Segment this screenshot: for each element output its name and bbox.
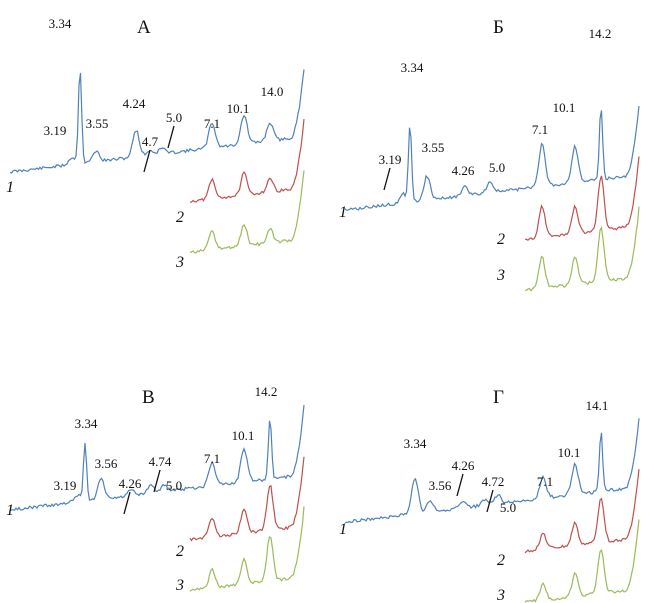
peak-arrow <box>383 167 391 191</box>
peak-label: 4.74 <box>149 454 172 469</box>
curve-label: 3 <box>496 267 505 284</box>
curve-3 <box>189 506 305 592</box>
curve-2 <box>524 469 640 554</box>
peak-label: 10.1 <box>227 101 250 116</box>
panel-3: 1 2 3 В 3.34 3.19 3.564.26 4.74 5.0 7.1 10.1 14.2 <box>6 384 305 594</box>
curve-3 <box>524 206 640 292</box>
curve-label: 3 <box>175 577 184 594</box>
peak-label: 3.34 <box>49 16 72 31</box>
panel-label: А <box>137 17 151 38</box>
curve-label: 1 <box>6 179 14 196</box>
panel-2: 1 2 3 Б 3.34 3.19 3.55 4.26 5.0 7.1 10.1 14.2 <box>339 17 640 292</box>
peak-label: 7.1 <box>204 451 220 466</box>
peak-label: 10.1 <box>553 100 576 115</box>
panel-label: В <box>142 387 155 408</box>
peak-arrow <box>153 469 161 493</box>
panel-1: 1 2 3 А 3.34 3.19 3.55 4.24 4.7 5.0 7.1 10.1 14.0 <box>6 16 305 271</box>
peak-label: 14.2 <box>589 26 612 41</box>
peak-label: 5.0 <box>166 110 182 125</box>
peak-label: 7.1 <box>204 116 220 131</box>
curve-2 <box>524 156 640 241</box>
peak-arrow <box>143 149 151 173</box>
peak-label: 3.55 <box>422 140 445 155</box>
curve-label: 3 <box>496 587 505 603</box>
curve-2 <box>189 456 305 542</box>
panel-4: 1 2 3 Г 3.34 3.564.26 4.72 5.0 7.1 10.1 14.1 <box>339 387 640 603</box>
curve-label: 2 <box>176 209 184 226</box>
peak-label: 3.34 <box>404 436 427 451</box>
curve-1 <box>9 404 305 511</box>
peak-arrow <box>123 491 131 515</box>
peak-label: 10.1 <box>232 428 255 443</box>
curve-label: 2 <box>497 552 505 569</box>
peak-label: 7.1 <box>532 122 548 137</box>
peak-label: 3.19 <box>44 123 67 138</box>
peak-label: 3.55 <box>86 116 109 131</box>
peak-label: 7.1 <box>537 474 553 489</box>
peak-label: 4.7 <box>142 134 159 149</box>
curve-label: 2 <box>497 231 505 248</box>
peak-label: 14.2 <box>255 384 278 399</box>
curve-3 <box>524 519 640 603</box>
peak-label: 4.72 <box>482 474 505 489</box>
panel-label: Б <box>493 17 504 38</box>
peak-label: 4.24 <box>123 96 146 111</box>
curve-1 <box>344 418 640 524</box>
peak-arrow <box>486 489 494 513</box>
curve-label: 2 <box>176 543 184 560</box>
peak-label: 5.0 <box>489 160 505 175</box>
peak-arrow <box>167 125 175 149</box>
peak-label: 4.26 <box>452 163 475 178</box>
curve-3 <box>189 170 305 254</box>
peak-label: 3.34 <box>401 60 424 75</box>
peak-label: 10.1 <box>558 445 581 460</box>
peak-label: 3.56 <box>429 478 452 493</box>
peak-arrow <box>456 473 464 497</box>
peak-label: 5.0 <box>500 500 516 515</box>
peak-label: 5.0 <box>166 478 182 493</box>
curve-label: 3 <box>175 254 184 271</box>
curve-2 <box>189 119 305 203</box>
peak-label: 14.0 <box>261 84 284 99</box>
curve-1 <box>9 69 305 174</box>
peak-label: 14.1 <box>586 398 609 413</box>
curve-1 <box>344 106 640 211</box>
curve-label: 1 <box>339 204 347 221</box>
peak-label: 3.34 <box>75 416 98 431</box>
peak-label: 3.19 <box>379 152 402 167</box>
panel-label: Г <box>493 387 504 408</box>
peak-label: 4.26 <box>452 458 475 473</box>
curve-label: 1 <box>6 502 14 519</box>
peak-label: 3.56 <box>95 456 118 471</box>
curve-label: 1 <box>339 521 347 538</box>
peak-label: 4.26 <box>119 476 142 491</box>
peak-label: 3.19 <box>54 478 77 493</box>
